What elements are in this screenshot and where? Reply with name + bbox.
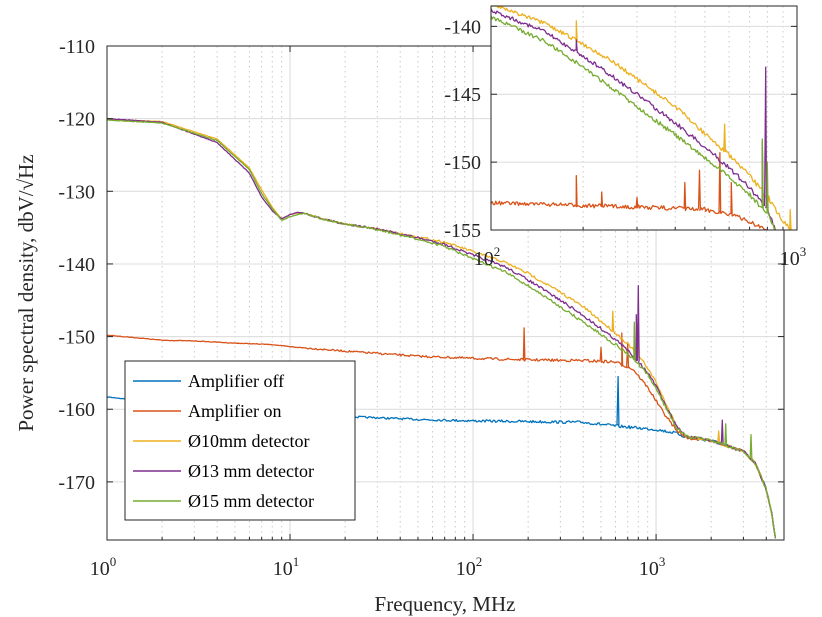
main-series-amplifier-on — [106, 327, 777, 538]
main-ytick-label: -160 — [58, 399, 95, 421]
inset-series-group — [490, 5, 792, 231]
inset-ticks: 102 103-140-145-150-155 — [444, 6, 806, 270]
y-axis-label: Power spectral density, dbV/√Hz — [14, 154, 38, 431]
main-grid — [106, 45, 785, 540]
inset-ytick-label: -140 — [444, 16, 481, 38]
main-ytick-label: -170 — [58, 472, 95, 494]
inset-chart: 102 103-140-145-150-155 — [444, 5, 806, 270]
inset-ytick-label: -150 — [444, 152, 481, 174]
main-ticks: 100 101 102 103 -110 -120 -130 -140 -150 -160 -170 — [58, 36, 785, 580]
legend-label-13-mm-detector: Ø13 mm detector — [188, 461, 314, 481]
inset-ytick-label: -155 — [444, 220, 481, 242]
legend-label-amplifier-off: Amplifier off — [188, 371, 284, 391]
legend: Amplifier off Amplifier on Ø10mm detector Ø… — [124, 360, 356, 521]
main-series-group — [106, 118, 777, 539]
main-ytick-label: -140 — [58, 254, 95, 276]
legend-label-10mm-detector: Ø10mm detector — [188, 431, 309, 451]
inset-series-amplifier-on — [490, 151, 768, 231]
main-ytick-label: -120 — [58, 109, 95, 131]
main-ytick-label: -150 — [58, 327, 95, 349]
x-axis-label: Frequency, MHz — [375, 592, 516, 616]
main-xtick-label: 102 — [456, 554, 483, 580]
legend-label-15-mm-detector: Ø15 mm detector — [188, 491, 314, 511]
inset-series-15-mm-detector — [490, 15, 776, 230]
main-xtick-label: 100 — [90, 554, 117, 580]
inset-xtick-label: 103 — [780, 244, 807, 270]
main-xtick-label: 101 — [273, 554, 300, 580]
main-ytick-label: -110 — [59, 36, 95, 58]
inset-series-13-mm-detector — [490, 8, 777, 231]
legend-label-amplifier-on: Amplifier on — [188, 401, 281, 421]
inset-series-10mm-detector — [491, 5, 792, 231]
main-xtick-label: 103 — [639, 554, 666, 580]
main-series-15-mm-detector — [106, 119, 777, 538]
inset-ytick-label: -145 — [444, 84, 481, 106]
main-ytick-label: -130 — [58, 181, 95, 203]
